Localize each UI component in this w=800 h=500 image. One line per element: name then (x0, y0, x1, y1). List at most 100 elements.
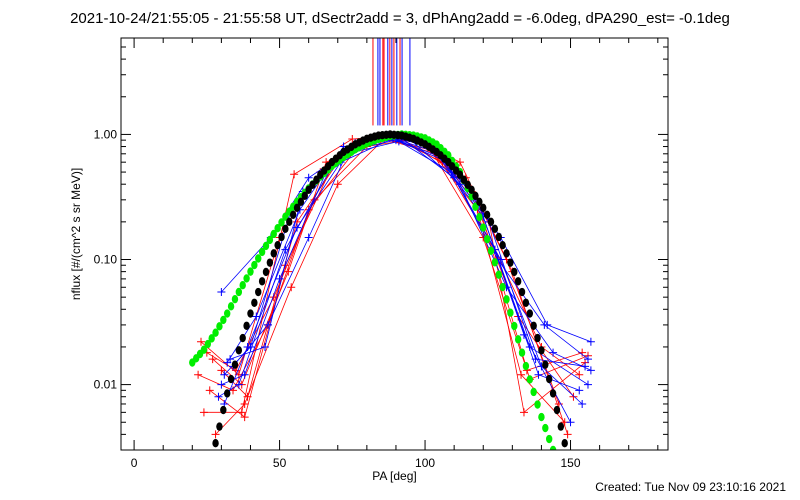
fit-point-black-fit (301, 191, 308, 200)
fit-point-black-fit (553, 405, 561, 415)
fit-point-green-fit (491, 258, 499, 267)
fit-point-black-fit (518, 287, 526, 297)
fit-point-black-fit (231, 360, 239, 369)
chart-title: 2021-10-24/21:55:05 - 21:55:58 UT, dSect… (70, 10, 730, 27)
fit-point-green-fit (542, 423, 549, 433)
fit-point-green-fit (200, 345, 208, 354)
fit-point-green-fit (251, 260, 258, 270)
fit-point-green-fit (499, 282, 506, 292)
data-point-red-4 (333, 180, 342, 189)
fit-point-green-fit (511, 321, 518, 331)
data-point-red-3 (569, 392, 578, 401)
data-point-blue-2 (220, 370, 229, 379)
data-point-blue-4 (252, 312, 261, 321)
data-point-red-5 (563, 430, 572, 439)
fit-point-green-fit (480, 223, 487, 232)
series-line-red-5 (206, 138, 568, 435)
fit-point-green-fit (216, 322, 223, 331)
fit-point-black-fit (534, 333, 541, 343)
plot-frame (120, 37, 669, 451)
fit-point-black-fit (262, 267, 270, 277)
data-point-red-6 (217, 366, 226, 375)
fit-point-green-fit (212, 328, 219, 337)
data-point-blue-3 (583, 380, 592, 389)
fit-point-green-fit (538, 412, 545, 422)
fit-point-black-fit (270, 249, 277, 258)
data-point-red-2 (517, 370, 526, 379)
x-tick-label: 50 (273, 456, 287, 470)
data-point-blue-3 (214, 392, 223, 401)
data-point-red-8 (208, 355, 217, 364)
fit-point-black-fit (227, 374, 235, 384)
data-point-blue-7 (575, 386, 584, 395)
fit-point-green-fit (270, 229, 277, 239)
fit-point-green-fit (549, 445, 557, 450)
fit-point-green-fit (223, 309, 231, 318)
fit-point-black-fit (289, 210, 297, 220)
fit-point-black-fit (557, 422, 565, 431)
created-timestamp: Created: Tue Nov 09 23:10:16 2021 (595, 480, 786, 494)
data-point-blue-3 (234, 380, 243, 389)
data-point-red-4 (211, 430, 220, 439)
series-line-blue-1 (221, 139, 592, 343)
fit-point-black-fit (278, 232, 285, 242)
data-point-blue-5 (217, 380, 226, 389)
data-point-blue-6 (261, 342, 270, 351)
fit-point-black-fit (542, 360, 549, 369)
fit-point-black-fit (282, 224, 289, 233)
fit-point-green-fit (239, 281, 246, 290)
data-point-blue-1 (217, 287, 226, 296)
data-point-red-4 (240, 399, 249, 408)
data-point-red-4 (287, 283, 296, 292)
fit-point-black-fit (503, 249, 510, 258)
fit-point-black-fit (235, 346, 243, 355)
fit-point-green-fit (530, 387, 537, 397)
x-tick-label: 0 (131, 456, 138, 470)
fit-point-black-fit (239, 333, 246, 343)
fit-point-green-fit (262, 241, 270, 251)
fit-point-black-fit (468, 185, 475, 194)
data-point-blue-6 (586, 366, 595, 375)
data-point-blue-8 (304, 233, 313, 242)
fit-point-black-fit (255, 287, 262, 297)
series-line-red-1 (203, 135, 580, 413)
data-point-blue-4 (578, 399, 587, 408)
fit-point-black-fit (247, 309, 254, 318)
y-tick-label: 0.01 (94, 378, 118, 392)
fit-point-green-fit (255, 254, 262, 263)
fit-point-green-fit (518, 348, 526, 357)
data-point-blue-6 (549, 348, 558, 357)
fit-point-black-fit (514, 277, 522, 286)
data-point-red-1 (290, 170, 299, 179)
x-axis-label: PA [deg] (372, 469, 416, 483)
fit-point-black-fit (499, 240, 506, 250)
data-point-blue-1 (304, 173, 313, 182)
data-point-blue-5 (566, 418, 575, 427)
data-point-blue-8 (583, 355, 592, 364)
fit-point-black-fit (522, 298, 530, 307)
fit-point-black-fit (487, 217, 495, 227)
data-point-red-3 (197, 337, 206, 346)
fit-point-green-fit (278, 218, 285, 227)
fit-point-green-fit (503, 295, 510, 304)
fit-point-black-fit (495, 232, 502, 242)
fit-point-black-fit (251, 298, 258, 307)
fit-point-green-fit (487, 246, 495, 255)
data-point-blue-5 (275, 274, 284, 283)
fit-point-black-fit (511, 267, 518, 277)
fit-point-green-fit (227, 302, 235, 311)
fit-point-green-fit (204, 339, 212, 349)
data-point-red-7 (554, 399, 563, 408)
fit-point-black-fit (243, 321, 250, 330)
data-point-blue-7 (293, 223, 302, 232)
fit-point-black-fit (223, 389, 231, 398)
fit-point-green-fit (266, 235, 274, 245)
data-point-red-6 (519, 408, 528, 417)
fit-point-black-fit (561, 439, 568, 448)
fit-point-green-fit (534, 400, 541, 409)
fit-point-black-fit (538, 346, 545, 355)
data-point-red-2 (240, 413, 249, 422)
data-point-red-6 (243, 392, 252, 401)
fit-point-green-fit (258, 247, 266, 257)
x-tick-label: 150 (561, 456, 581, 470)
